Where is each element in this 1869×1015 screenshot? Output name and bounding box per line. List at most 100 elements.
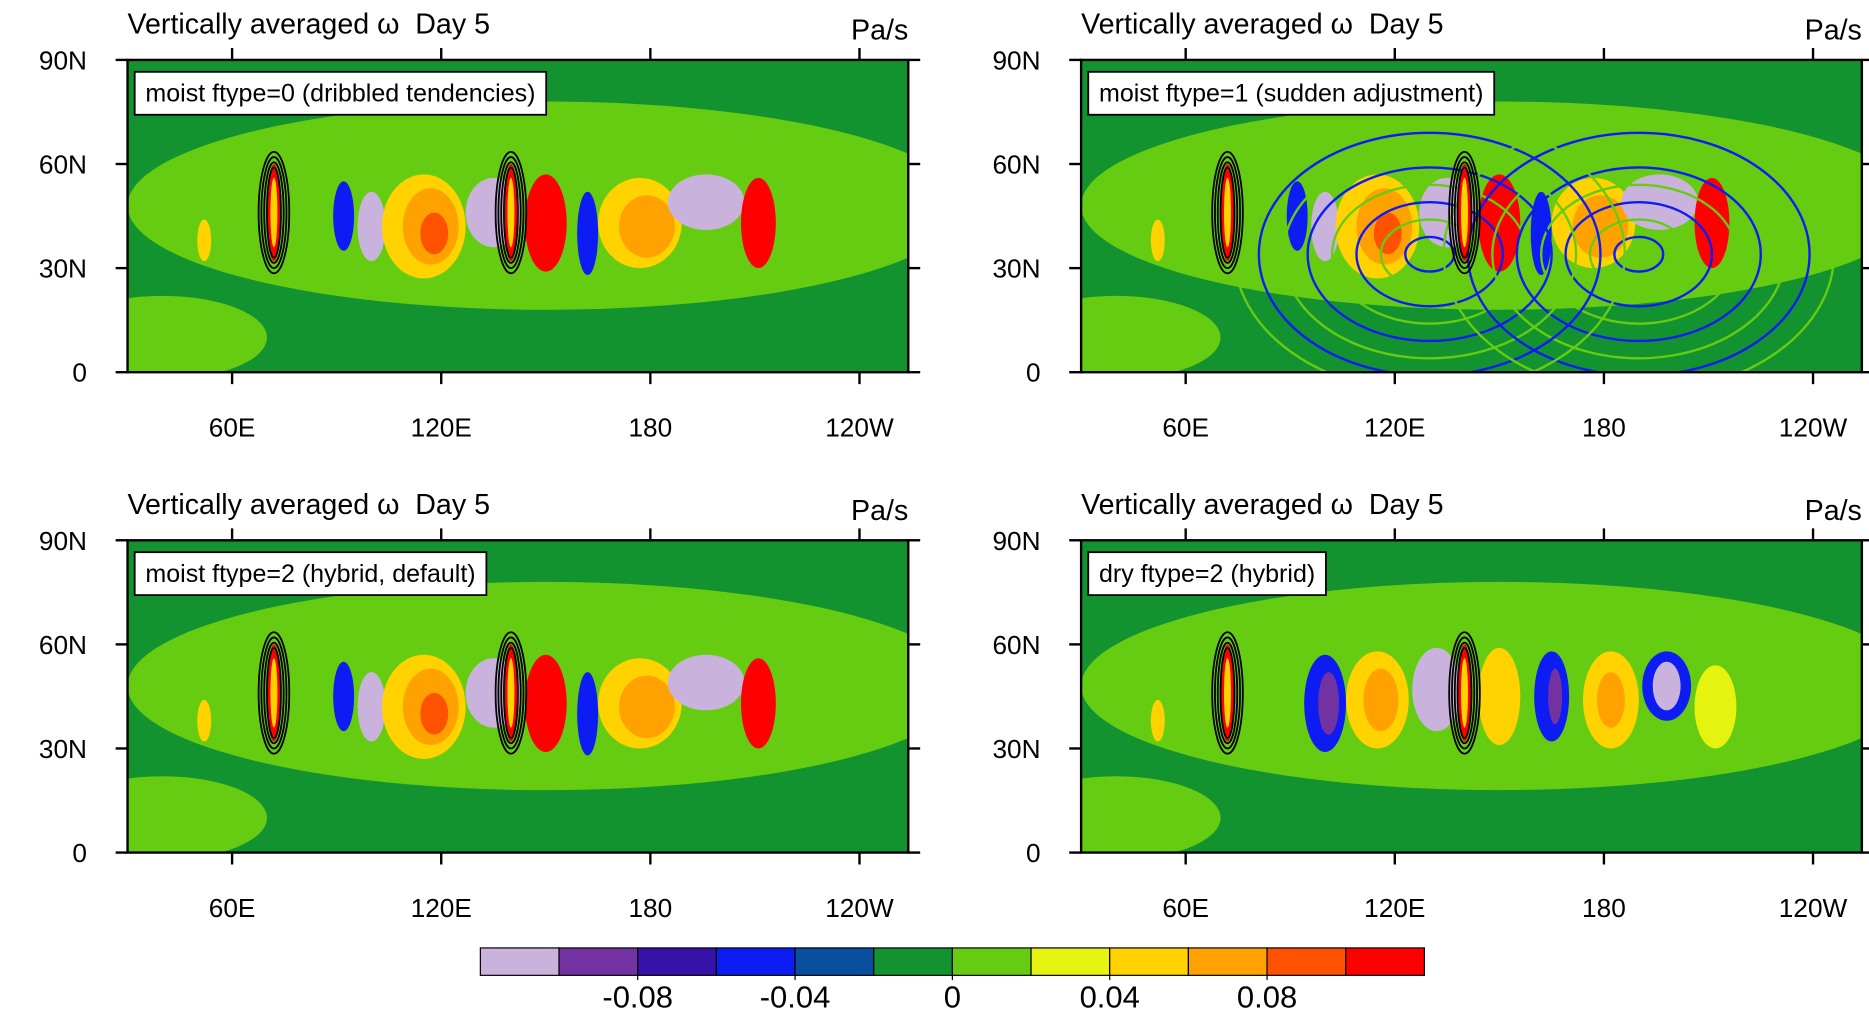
x-tick-label: 120W xyxy=(1779,893,1848,923)
contour-fill xyxy=(1451,636,1478,750)
contour-fill xyxy=(1652,661,1681,711)
contour-fill xyxy=(1491,148,1787,360)
contour-fill xyxy=(667,654,745,711)
contour-fill xyxy=(503,166,519,259)
contour-fill xyxy=(1453,641,1476,745)
contour-fill xyxy=(1257,131,1602,373)
x-tick-label: 120E xyxy=(1364,413,1425,443)
contour-fill xyxy=(420,692,449,735)
contour-fill xyxy=(1286,181,1308,251)
y-tick-label: 30N xyxy=(992,254,1040,284)
contour-fill xyxy=(1548,668,1563,725)
units-label: Pa/s xyxy=(1805,15,1862,47)
contour-fill xyxy=(1214,636,1241,750)
contour-fill xyxy=(263,161,285,264)
y-tick-label: 0 xyxy=(1026,838,1041,868)
y-tick-label: 60N xyxy=(992,630,1040,660)
contour-fill xyxy=(1373,212,1402,255)
contour-fill xyxy=(266,646,282,739)
y-tick-label: 60N xyxy=(992,150,1040,180)
contour-fill xyxy=(197,699,212,742)
contour-fill xyxy=(494,150,528,275)
x-tick-label: 60E xyxy=(209,413,256,443)
contour-fill xyxy=(1694,177,1730,269)
contour-fill xyxy=(1461,658,1468,728)
x-tick-label: 120W xyxy=(825,413,894,443)
colorbar-label: 0 xyxy=(944,980,961,1015)
contour-fill xyxy=(1219,166,1236,259)
contour-fill xyxy=(1564,200,1714,308)
contour-fill xyxy=(1081,295,1221,373)
contour-fill xyxy=(266,166,282,259)
contour-fill xyxy=(270,658,278,728)
contour-fill xyxy=(497,156,525,270)
x-tick-label: 120W xyxy=(825,893,894,923)
colorbar-label: -0.04 xyxy=(760,980,831,1015)
x-tick-label: 180 xyxy=(1582,893,1626,923)
y-tick-label: 0 xyxy=(72,358,87,388)
contour-fill xyxy=(524,174,567,272)
y-tick-label: 30N xyxy=(39,734,87,764)
contour-fill xyxy=(507,177,515,248)
contour-fill xyxy=(1442,114,1836,373)
contour-fill xyxy=(257,150,291,275)
contour-fill xyxy=(503,646,519,739)
contour-fill xyxy=(1211,150,1244,275)
contour-fill xyxy=(524,654,567,752)
units-label: Pa/s xyxy=(851,495,908,527)
panel: 60E 120E 180 120W 0 30N 60N 90N Vertically avera… xyxy=(39,489,921,923)
contour-fill xyxy=(420,212,449,255)
colorbar-box xyxy=(873,947,953,976)
contour-fill xyxy=(1448,150,1481,275)
x-tick-label: 120E xyxy=(1364,893,1425,923)
contour-fill xyxy=(507,658,515,728)
y-tick-label: 60N xyxy=(39,630,87,660)
contour-fill xyxy=(1621,174,1699,230)
contour-fill xyxy=(1613,235,1665,273)
contour-fill xyxy=(1461,177,1468,248)
annotation-box xyxy=(133,70,548,116)
colorbar-box xyxy=(1030,947,1111,976)
units-label: Pa/s xyxy=(851,15,908,47)
contour-fill xyxy=(1515,166,1762,343)
contour-fill xyxy=(1150,219,1165,262)
contour-fill xyxy=(1224,658,1231,728)
contour-fill xyxy=(1330,183,1529,325)
contour-fill xyxy=(263,641,285,745)
contour-fill xyxy=(1150,699,1165,742)
panel: 60E 120E 180 120W 0 30N 60N 90N Vertically avera… xyxy=(992,489,1869,923)
y-tick-label: 60N xyxy=(39,150,87,180)
y-tick-label: 30N xyxy=(39,254,87,284)
colorbar-box xyxy=(479,947,560,976)
contour-fill xyxy=(1219,646,1236,739)
colorbar-label: -0.08 xyxy=(602,980,673,1015)
units-label: Pa/s xyxy=(1805,495,1862,527)
contour-fill xyxy=(618,195,675,258)
contour-fill xyxy=(1588,218,1689,291)
colorbar-box xyxy=(951,947,1032,976)
x-tick-label: 180 xyxy=(628,893,672,923)
colorbar-box xyxy=(1266,947,1347,976)
contour-fill xyxy=(1363,668,1399,732)
contour-fill xyxy=(1456,166,1473,259)
contour-fill xyxy=(500,161,522,264)
contour-fill xyxy=(197,219,212,262)
annotation: moist ftype=0 (dribbled tendencies) xyxy=(145,80,535,108)
y-tick-label: 0 xyxy=(72,838,87,868)
colorbar-box xyxy=(794,947,875,976)
colorbar-box xyxy=(715,947,796,976)
contour-fill xyxy=(127,295,267,373)
contour-fill xyxy=(1214,156,1241,270)
contour-fill xyxy=(1412,647,1462,732)
contour-fill xyxy=(260,636,288,750)
plot-frame xyxy=(126,539,910,854)
contour-fill xyxy=(1306,166,1553,343)
plot-frame xyxy=(126,58,910,374)
colorbar-box xyxy=(558,947,639,976)
panel-title: Vertically averaged ω Day 5 xyxy=(1081,9,1443,41)
panel-title: Vertically averaged ω Day 5 xyxy=(128,489,490,521)
contour-fill xyxy=(740,177,776,269)
y-tick-label: 90N xyxy=(992,526,1040,556)
annotation: moist ftype=1 (sudden adjustment) xyxy=(1099,80,1483,108)
